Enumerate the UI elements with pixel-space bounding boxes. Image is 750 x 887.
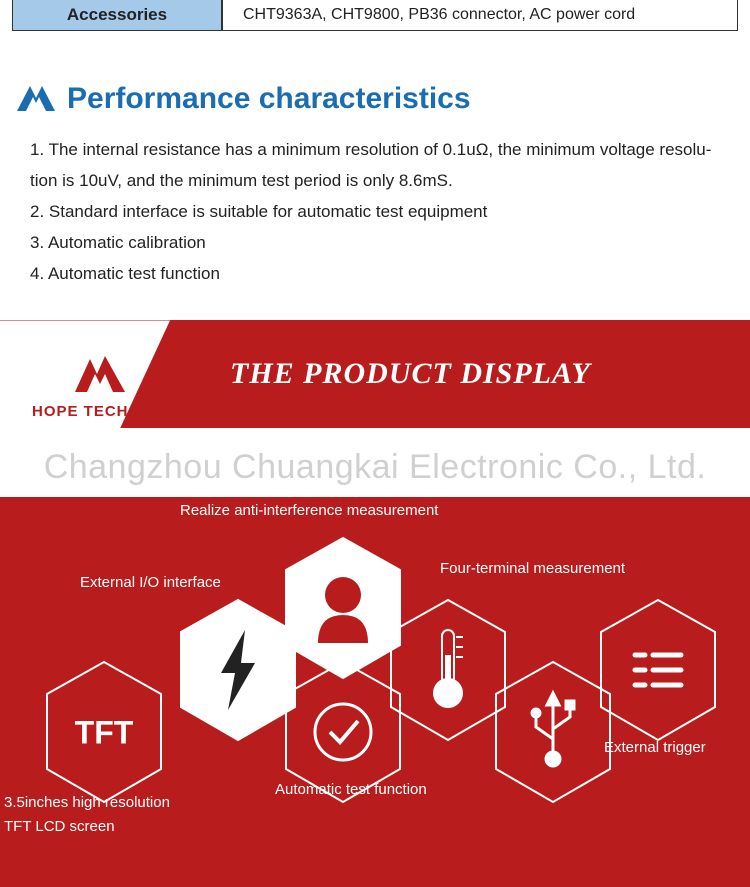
person-head-icon bbox=[325, 577, 361, 613]
triangle-logo-icon bbox=[12, 81, 57, 116]
watermark-row: Changzhou Chuangkai Electronic Co., Ltd. bbox=[0, 428, 750, 497]
hope-tech-label: HOPE TECH bbox=[32, 403, 129, 420]
list-item: 4. Automatic test function bbox=[30, 260, 720, 289]
tft-hexagon: TFT bbox=[39, 657, 169, 807]
list-item: 1. The internal resistance has a minimum… bbox=[30, 136, 720, 165]
tft-text-icon: TFT bbox=[75, 715, 134, 751]
accessories-row: Accessories CHT9363A, CHT9800, PB36 conn… bbox=[12, 0, 738, 31]
hope-tech-icon bbox=[55, 344, 145, 404]
checkmark-icon bbox=[330, 721, 358, 742]
performance-header: Performance characteristics bbox=[0, 31, 750, 136]
hexagon-features-section: Realize anti-interference measurement Ex… bbox=[0, 497, 750, 887]
accessories-value: CHT9363A, CHT9800, PB36 connector, AC po… bbox=[223, 0, 737, 30]
list-lines-icon bbox=[635, 655, 681, 685]
banner-title: THE PRODUCT DISPLAY bbox=[230, 357, 591, 391]
hexagon-container: TFT bbox=[25, 517, 725, 857]
check-circle-icon bbox=[315, 704, 371, 760]
list-item: 3. Automatic calibration bbox=[30, 229, 720, 258]
performance-list: 1. The internal resistance has a minimum… bbox=[0, 136, 750, 320]
company-watermark: Changzhou Chuangkai Electronic Co., Ltd. bbox=[0, 448, 750, 487]
hope-logo-container: HOPE TECH bbox=[0, 320, 200, 428]
accessories-label: Accessories bbox=[13, 0, 223, 30]
list-hexagon bbox=[593, 595, 723, 745]
list-item: 2. Standard interface is suitable for au… bbox=[30, 198, 720, 227]
product-display-banner: HOPE TECH THE PRODUCT DISPLAY bbox=[0, 320, 750, 428]
list-item: tion is 10uV, and the minimum test perio… bbox=[30, 167, 720, 196]
usb-icon bbox=[532, 693, 574, 766]
performance-title: Performance characteristics bbox=[67, 82, 471, 116]
